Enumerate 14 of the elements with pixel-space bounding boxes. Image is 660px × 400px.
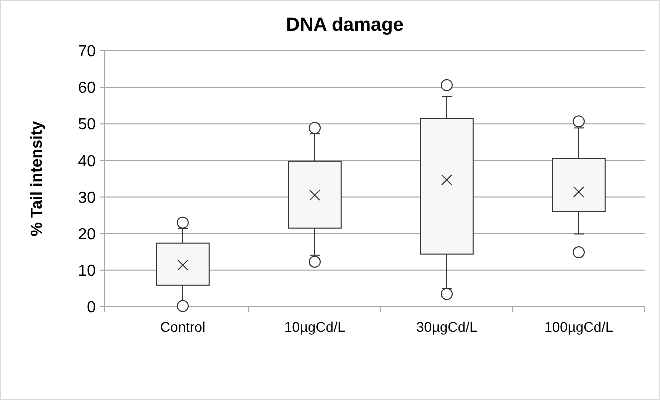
x-tick-label: 10µgCd/L bbox=[284, 319, 346, 335]
x-tick-label: Control bbox=[160, 319, 206, 335]
y-tick-label: 10 bbox=[78, 263, 96, 280]
y-tick-label: 40 bbox=[78, 153, 96, 170]
x-tick-label: 100µgCd/L bbox=[544, 319, 614, 335]
y-tick-label: 60 bbox=[78, 80, 96, 98]
y-tick-label: 20 bbox=[78, 226, 96, 244]
y-axis-title: % Tail intensity bbox=[29, 121, 46, 237]
chart-title: DNA damage bbox=[286, 15, 404, 36]
y-tick-label: 50 bbox=[78, 116, 96, 134]
x-tick-label: 30µgCd/L bbox=[416, 319, 478, 335]
y-tick-label: 70 bbox=[78, 44, 96, 61]
y-tick-label: 30 bbox=[78, 190, 96, 207]
y-tick-label: 0 bbox=[87, 300, 96, 317]
